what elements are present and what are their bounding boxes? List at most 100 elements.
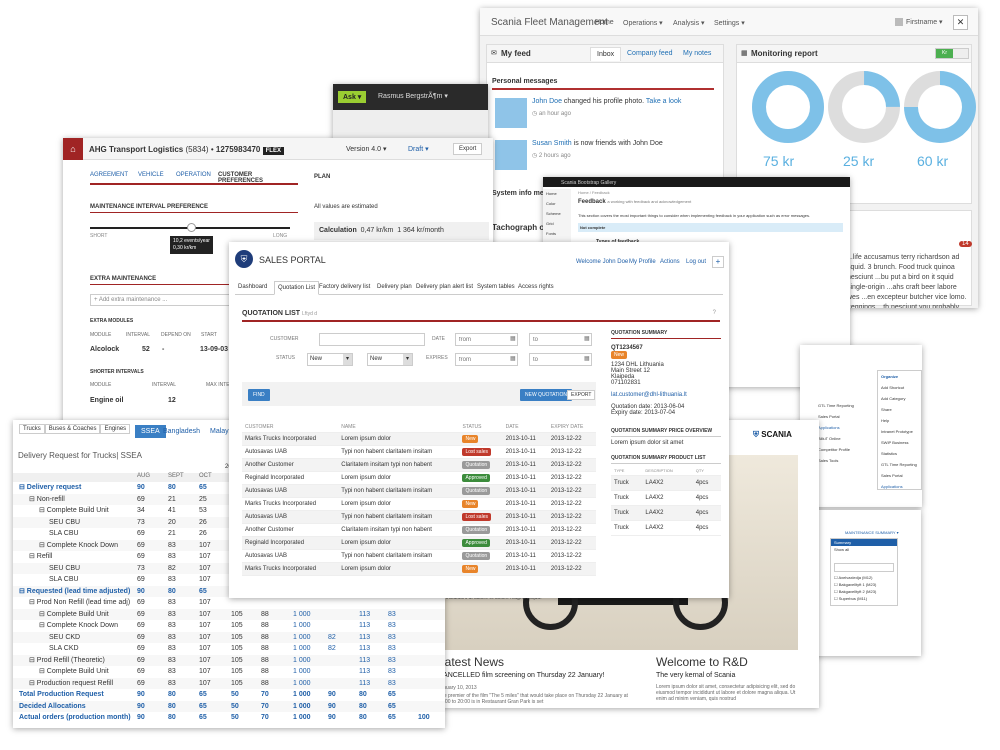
calendar-icon[interactable]: ▦ xyxy=(510,336,516,342)
menu-item[interactable]: Color Scheme xyxy=(546,201,561,216)
region-bangladesh[interactable]: Bangladesh xyxy=(163,428,200,435)
table-row[interactable]: Marks Trucks Incorporated Lorem ipsum dol… xyxy=(242,432,596,446)
calendar-icon[interactable]: ▦ xyxy=(510,356,516,362)
list-item[interactable]: BilluT Online xyxy=(818,436,841,441)
status-select-1[interactable]: New ▾ xyxy=(307,353,353,366)
table-row[interactable]: Another Customer Claritatem insitam typi … xyxy=(242,523,596,537)
date-to[interactable] xyxy=(529,333,592,346)
date-from[interactable] xyxy=(455,333,518,346)
menu-item[interactable]: Home xyxy=(546,191,557,196)
menu-add-shortcut[interactable]: Add Shortcut xyxy=(881,385,905,390)
table-row[interactable]: Actual orders (production month) 90 80 65 50… xyxy=(13,712,445,723)
check-label[interactable]: Axelvaxledja (M12) xyxy=(838,575,873,580)
table-row[interactable]: SLA CBU 69 83 107 xyxy=(13,574,445,585)
tab-vehicle[interactable]: VEHICLE xyxy=(138,172,164,178)
showall-option[interactable]: Show all xyxy=(834,547,850,552)
column-header[interactable]: DATE xyxy=(502,422,548,433)
link-my-profile[interactable]: My Profile xyxy=(629,259,656,265)
table-row[interactable]: Truck LA4X2 4pcs xyxy=(611,520,721,536)
home-icon[interactable]: ⌂ xyxy=(63,138,83,160)
table-row[interactable]: Reginald Incorporated Lorem ipsum dolor Ap… xyxy=(242,471,596,485)
dropdown-search[interactable] xyxy=(834,563,894,572)
tab-buses[interactable]: Buses & Coaches xyxy=(44,424,101,434)
customer-input[interactable] xyxy=(319,333,425,346)
nav-operations[interactable]: Operations ▾ xyxy=(623,20,663,27)
table-row[interactable]: Autosavas UAB Typi non habent claritatem … xyxy=(242,445,596,459)
table-row[interactable]: Reginald Incorporated Lorem ipsum dolor Ap… xyxy=(242,536,596,550)
table-row[interactable]: ⊟ Delivery request 90 80 65 xyxy=(13,482,445,493)
check-label[interactable]: Bakgavelltyft 2 (M23) xyxy=(838,589,877,594)
tab-company-feed[interactable]: Company feed xyxy=(627,50,673,57)
tab-factory-delivery[interactable]: Factory delivery list xyxy=(319,284,371,290)
menu-swip[interactable]: SWIP Business Statistics xyxy=(881,440,909,456)
table-row[interactable]: Marks Trucks Incorporated Lorem ipsum dol… xyxy=(242,562,596,576)
link-actions[interactable]: Actions xyxy=(660,259,680,265)
calendar-icon[interactable]: ▦ xyxy=(584,336,590,342)
table-row[interactable]: Another Customer Claritatem insitam typi … xyxy=(242,458,596,472)
export-button[interactable]: Export xyxy=(453,143,483,155)
menu-item[interactable]: Grid xyxy=(546,221,554,226)
table-row[interactable]: ⊟ Complete Build Unit 34 41 53 xyxy=(13,505,445,516)
summary-option[interactable]: Summary xyxy=(831,539,897,546)
news-item-title[interactable]: CANCELLED film screening on Thursday 22 … xyxy=(438,672,605,679)
qs-email[interactable]: lat.customer@dhl-lithuania.lt xyxy=(611,392,687,398)
version-select[interactable]: Version 4.0 ▾ xyxy=(346,146,387,153)
table-row[interactable]: Autosavas UAB Typi non habent claritatem … xyxy=(242,484,596,498)
close-button[interactable]: ✕ xyxy=(953,15,968,30)
menu-add-category[interactable]: Add Category xyxy=(881,396,906,401)
table-row[interactable]: ⊟ Complete Knock Down 69 83 107 105 88 1 000 11… xyxy=(13,620,445,631)
tab-trucks[interactable]: Trucks xyxy=(19,424,45,434)
table-row[interactable]: Truck LA4X2 4pcs xyxy=(611,475,721,491)
menu-organize[interactable]: Organize xyxy=(881,374,899,379)
table-row[interactable]: Decided Allocations 90 80 65 50 70 1 000 90 80 65 xyxy=(13,700,445,712)
menu-item[interactable]: Fonts xyxy=(546,231,557,236)
table-row[interactable]: Total Production Request 90 80 65 50 70 1 000 9… xyxy=(13,689,445,700)
menu-gtl[interactable]: GTL Time Reporting xyxy=(881,462,917,467)
slider-handle[interactable] xyxy=(187,223,196,232)
menu-help[interactable]: Help xyxy=(881,418,890,423)
tab-delivery-plan[interactable]: Delivery plan xyxy=(377,284,412,290)
table-row[interactable]: Truck LA4X2 4pcs xyxy=(611,505,721,521)
nav-home[interactable]: Home xyxy=(595,19,614,26)
table-row[interactable]: Autosavas UAB Typi non habent claritatem … xyxy=(242,510,596,524)
list-item[interactable]: Applications xyxy=(818,425,840,430)
calendar-icon[interactable]: ▦ xyxy=(584,356,590,362)
column-header[interactable]: CUSTOMER xyxy=(242,422,339,433)
tab-access-rights[interactable]: Access rights xyxy=(518,284,554,290)
ask-button[interactable]: Ask ▾ xyxy=(338,91,367,103)
column-header[interactable]: NAME xyxy=(338,422,460,433)
nav-analysis[interactable]: Analysis ▾ xyxy=(673,20,705,27)
tab-quotation-list[interactable]: Quotation List xyxy=(274,281,320,295)
ask-user-menu[interactable]: Rasmus BergstrÃ¶m ▾ xyxy=(378,93,448,100)
tab-dashboard[interactable]: Dashboard xyxy=(238,284,268,290)
find-button[interactable]: FIND xyxy=(248,389,270,401)
table-row[interactable]: SLA CKD 69 83 107 105 88 1 000 82 113 83 xyxy=(13,643,445,654)
list-item[interactable]: Sales Tools xyxy=(818,458,839,463)
check-label[interactable]: Bakgavelltyft 1 (M23) xyxy=(838,582,877,587)
nav-settings[interactable]: Settings ▾ xyxy=(714,20,745,27)
tab-system-tables[interactable]: System tables xyxy=(477,284,515,290)
user-menu[interactable]: Firstname ▾ xyxy=(895,18,943,27)
check-label[interactable]: Superbus (M11) xyxy=(838,596,868,601)
menu-intranet[interactable]: Intranet Prototype xyxy=(881,429,913,434)
draft-select[interactable]: Draft ▾ xyxy=(408,146,429,153)
help-icon[interactable]: ? xyxy=(712,310,716,316)
new-quotation-button[interactable]: NEW QUOTATION xyxy=(520,389,573,401)
plus-button[interactable]: + xyxy=(712,256,724,268)
table-row[interactable]: SLA CBU 69 21 26 xyxy=(13,528,445,539)
table-row[interactable]: ⊟ Prod Non Refill (lead time adj) 69 83 107 xyxy=(13,597,445,608)
table-row[interactable]: Marks Trucks Incorporated Lorem ipsum dol… xyxy=(242,497,596,511)
tab-my-notes[interactable]: My notes xyxy=(683,50,712,57)
menu-sales-portal[interactable]: Sales Portal xyxy=(881,473,903,478)
tab-operation[interactable]: OPERATION xyxy=(176,172,211,178)
kr-toggle[interactable]: Kr xyxy=(935,48,969,59)
list-item[interactable]: Sales Portal xyxy=(818,414,840,419)
column-header[interactable]: EXPIRY DATE xyxy=(547,422,596,433)
menu-applications[interactable]: Applications xyxy=(881,484,903,489)
table-row[interactable]: Truck LA4X2 4pcs xyxy=(611,490,721,506)
table-row[interactable]: ⊟ Complete Build Unit 69 83 107 105 88 1 000 11… xyxy=(13,608,445,620)
menu-share[interactable]: Share xyxy=(881,407,892,412)
export-button[interactable]: EXPORT xyxy=(567,390,596,400)
table-row[interactable]: SEU CKD 69 83 107 105 88 1 000 82 113 83 xyxy=(13,631,445,643)
maintenance-summary-select[interactable]: MAINTENANCE SUMMARY ▾ xyxy=(845,530,899,535)
